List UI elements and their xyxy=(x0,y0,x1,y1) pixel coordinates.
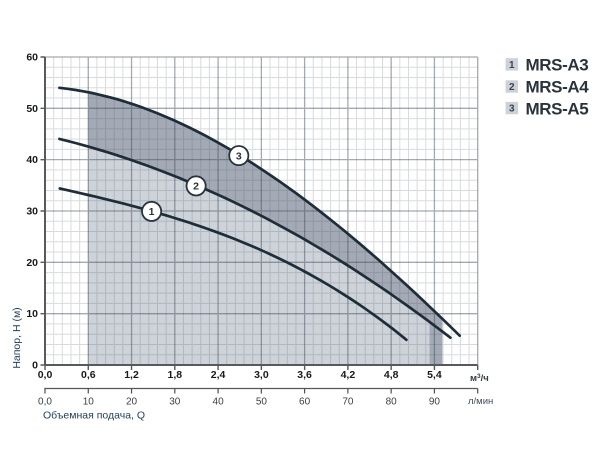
svg-text:90: 90 xyxy=(429,397,441,408)
svg-text:30: 30 xyxy=(169,397,181,408)
svg-text:50: 50 xyxy=(256,397,268,408)
svg-text:0,0: 0,0 xyxy=(38,369,53,381)
svg-text:4,8: 4,8 xyxy=(384,369,399,381)
svg-text:30: 30 xyxy=(26,206,38,218)
svg-text:2,4: 2,4 xyxy=(211,369,226,381)
svg-text:20: 20 xyxy=(126,397,138,408)
svg-text:5,4: 5,4 xyxy=(427,369,442,381)
svg-text:40: 40 xyxy=(213,397,225,408)
svg-text:50: 50 xyxy=(26,103,38,115)
svg-text:л/мин: л/мин xyxy=(468,396,493,407)
svg-text:10: 10 xyxy=(26,308,38,320)
svg-text:1: 1 xyxy=(149,206,155,218)
svg-text:2: 2 xyxy=(509,82,515,93)
svg-text:1,8: 1,8 xyxy=(167,369,182,381)
svg-text:4,2: 4,2 xyxy=(341,369,356,381)
svg-text:70: 70 xyxy=(342,397,354,408)
svg-text:20: 20 xyxy=(26,257,38,269)
svg-text:1,2: 1,2 xyxy=(124,369,139,381)
svg-text:м3/ч: м3/ч xyxy=(470,373,489,384)
svg-text:10: 10 xyxy=(83,397,95,408)
svg-text:3,6: 3,6 xyxy=(297,369,312,381)
svg-text:3,0: 3,0 xyxy=(254,369,269,381)
svg-text:Напор, H (м): Напор, H (м) xyxy=(11,307,23,368)
svg-text:0,6: 0,6 xyxy=(81,369,96,381)
svg-text:0,0: 0,0 xyxy=(38,397,52,408)
svg-text:60: 60 xyxy=(26,52,38,64)
svg-text:MRS-A3: MRS-A3 xyxy=(526,56,589,75)
svg-text:3: 3 xyxy=(509,104,515,115)
svg-text:60: 60 xyxy=(299,397,311,408)
svg-text:Объемная подача, Q: Объемная подача, Q xyxy=(43,410,145,422)
svg-text:1: 1 xyxy=(509,60,515,71)
svg-text:0: 0 xyxy=(32,360,38,372)
svg-text:2: 2 xyxy=(193,181,199,193)
svg-text:40: 40 xyxy=(26,154,38,166)
svg-text:3: 3 xyxy=(236,150,242,162)
svg-text:80: 80 xyxy=(386,397,398,408)
svg-text:MRS-A5: MRS-A5 xyxy=(526,99,589,118)
svg-text:MRS-A4: MRS-A4 xyxy=(526,78,590,97)
